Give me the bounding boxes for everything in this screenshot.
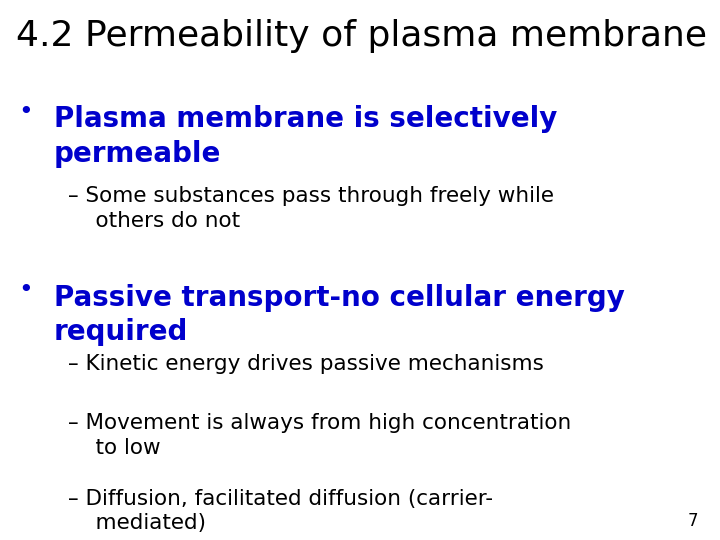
Text: 4.2 Permeability of plasma membrane: 4.2 Permeability of plasma membrane (16, 19, 707, 53)
Text: – Kinetic energy drives passive mechanisms: – Kinetic energy drives passive mechanis… (68, 354, 544, 374)
Text: – Diffusion, facilitated diffusion (carrier-
    mediated): – Diffusion, facilitated diffusion (carr… (68, 489, 493, 534)
Text: •: • (18, 100, 32, 124)
Text: 7: 7 (688, 512, 698, 530)
Text: – Movement is always from high concentration
    to low: – Movement is always from high concentra… (68, 413, 572, 458)
Text: – Some substances pass through freely while
    others do not: – Some substances pass through freely wh… (68, 186, 554, 231)
Text: Passive transport-no cellular energy
required: Passive transport-no cellular energy req… (54, 284, 625, 346)
Text: Plasma membrane is selectively
permeable: Plasma membrane is selectively permeable (54, 105, 557, 168)
Text: •: • (18, 278, 32, 302)
